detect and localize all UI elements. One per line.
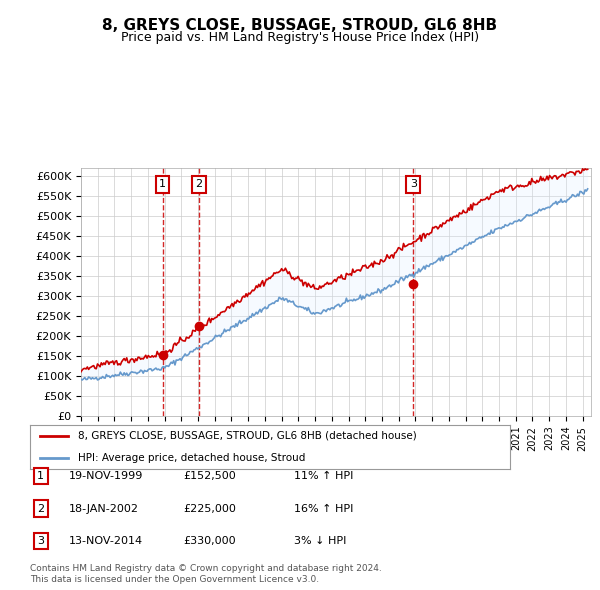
Text: 8, GREYS CLOSE, BUSSAGE, STROUD, GL6 8HB: 8, GREYS CLOSE, BUSSAGE, STROUD, GL6 8HB [103,18,497,32]
Text: 19-NOV-1999: 19-NOV-1999 [69,471,143,481]
Text: Contains HM Land Registry data © Crown copyright and database right 2024.: Contains HM Land Registry data © Crown c… [30,565,382,573]
Text: 18-JAN-2002: 18-JAN-2002 [69,504,139,513]
Text: 3: 3 [410,179,417,189]
Text: 13-NOV-2014: 13-NOV-2014 [69,536,143,546]
Text: 2: 2 [37,504,44,513]
Text: 3% ↓ HPI: 3% ↓ HPI [294,536,346,546]
Text: 1: 1 [37,471,44,481]
Text: Price paid vs. HM Land Registry's House Price Index (HPI): Price paid vs. HM Land Registry's House … [121,31,479,44]
Text: £225,000: £225,000 [183,504,236,513]
Text: 3: 3 [37,536,44,546]
Text: 11% ↑ HPI: 11% ↑ HPI [294,471,353,481]
Text: 1: 1 [159,179,166,189]
Text: This data is licensed under the Open Government Licence v3.0.: This data is licensed under the Open Gov… [30,575,319,584]
Text: 2: 2 [196,179,202,189]
Text: HPI: Average price, detached house, Stroud: HPI: Average price, detached house, Stro… [78,453,305,463]
Text: 8, GREYS CLOSE, BUSSAGE, STROUD, GL6 8HB (detached house): 8, GREYS CLOSE, BUSSAGE, STROUD, GL6 8HB… [78,431,417,441]
Text: £152,500: £152,500 [183,471,236,481]
Text: 16% ↑ HPI: 16% ↑ HPI [294,504,353,513]
Text: £330,000: £330,000 [183,536,236,546]
